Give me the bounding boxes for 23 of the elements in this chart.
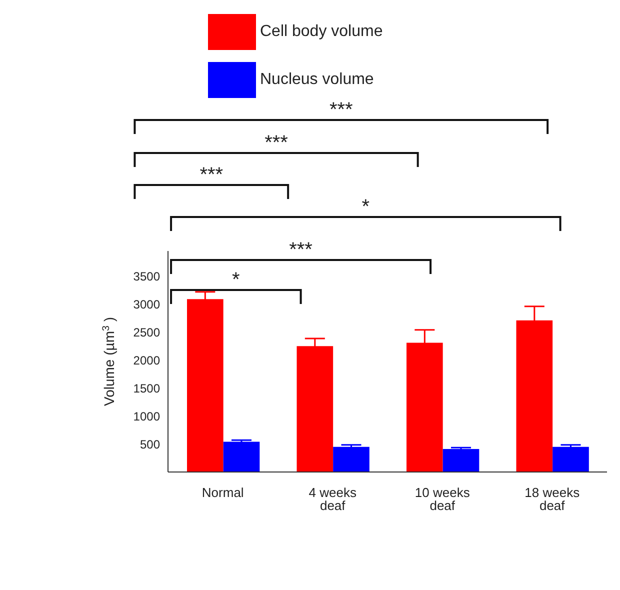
y-tick-label: 1500: [133, 381, 160, 396]
annotation: ***: [289, 239, 313, 261]
x-tick-label: 18 weeks deaf: [524, 485, 580, 514]
bar: [442, 449, 480, 472]
x-tick-label: 4 weeks deaf: [308, 485, 357, 514]
text: *: [362, 196, 370, 218]
bar: [552, 446, 589, 472]
text: ***: [264, 132, 288, 154]
bar: [333, 446, 370, 472]
y-tick-label: 2000: [133, 353, 160, 368]
y-tick-label: 3500: [133, 269, 160, 284]
x-tick-label: 10 weeks deaf: [414, 485, 470, 514]
text: ***: [329, 99, 354, 121]
legend-label: Cell body volume: [260, 23, 383, 40]
y-tick-label: 500: [140, 437, 160, 452]
y-tick-label: 3000: [133, 297, 160, 312]
bar: [223, 442, 260, 472]
x-tick-label: Normal: [202, 485, 244, 500]
text: ***: [200, 164, 224, 186]
legend-label: Nucleus volume: [260, 71, 374, 88]
y-tick-label: 2500: [133, 325, 160, 340]
annotation: *: [232, 269, 240, 291]
y-tick-label: 1000: [133, 409, 160, 424]
